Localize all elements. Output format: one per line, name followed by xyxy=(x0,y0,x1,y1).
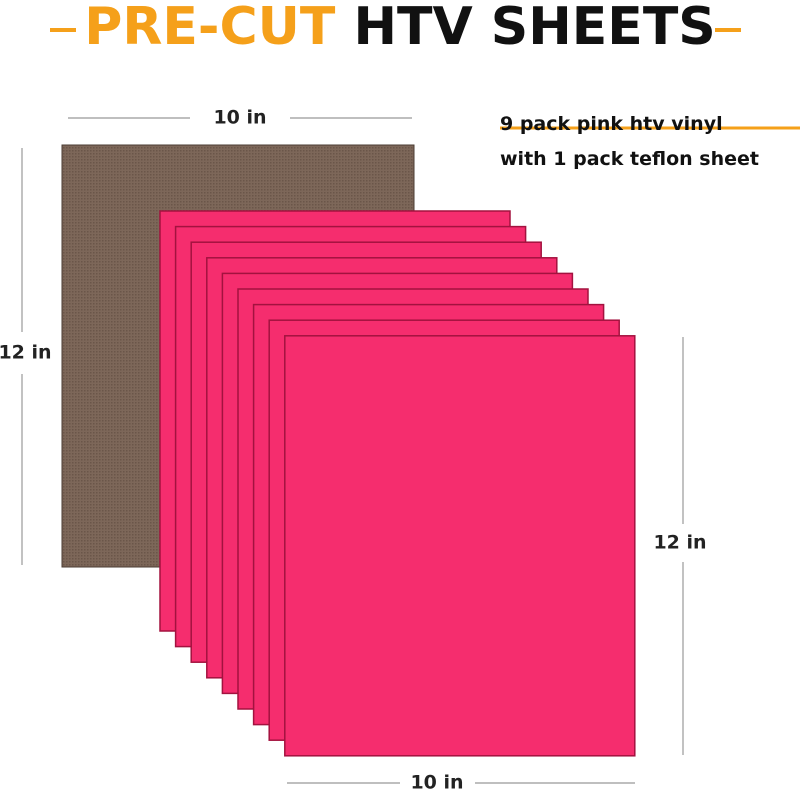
dimension-label: 12 in xyxy=(0,342,52,364)
description-line: with 1 pack teflon sheet xyxy=(500,148,759,170)
title: PRE-CUT HTV SHEETS xyxy=(84,0,716,57)
dimension-label: 12 in xyxy=(653,532,706,554)
dimension-label: 10 in xyxy=(213,107,266,129)
title-rest: HTV SHEETS xyxy=(353,0,715,57)
dimension-label: 10 in xyxy=(410,772,463,794)
vinyl-sheets xyxy=(159,210,636,757)
title-highlight: PRE-CUT xyxy=(84,0,336,57)
description-line: 9 pack pink htv vinyl xyxy=(500,113,723,135)
vinyl-sheet xyxy=(284,335,636,757)
